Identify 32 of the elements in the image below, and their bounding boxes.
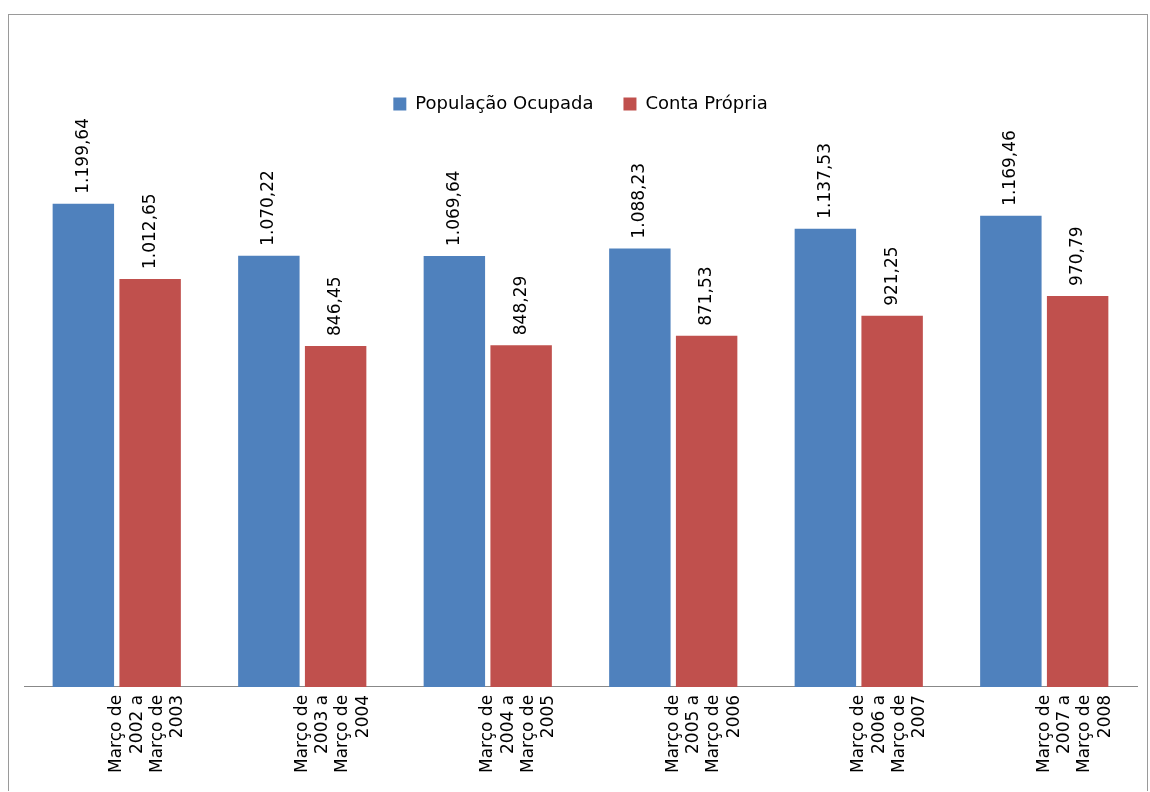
data-label: 921,25 [880, 246, 901, 306]
x-tick-label: Março de 2007 a Março de 2008 [1032, 694, 1114, 774]
data-label: 1.169,46 [999, 130, 1020, 206]
x-tick-label: Março de 2005 a Março de 2006 [661, 694, 743, 774]
bar [490, 345, 552, 687]
bar [304, 345, 367, 687]
x-tick-label: Março de 2004 a Março de 2005 [476, 694, 558, 774]
data-label: 871,53 [695, 266, 716, 326]
x-tick-label: Março de 2002 a Março de 2003 [105, 694, 187, 774]
data-label: 970,79 [1066, 226, 1087, 286]
bar [794, 228, 857, 687]
data-label: 1.137,53 [813, 143, 834, 219]
legend-label: Conta Própria [645, 91, 768, 113]
data-label: 846,45 [324, 276, 345, 336]
bar [675, 335, 738, 687]
legend-label: População Ocupada [415, 91, 594, 113]
data-label: 1.012,65 [138, 193, 159, 270]
bar [861, 315, 923, 687]
bar [1046, 295, 1109, 687]
bar [52, 203, 115, 687]
data-label: 1.199,64 [71, 118, 92, 194]
bar [423, 256, 486, 687]
data-label: 1.069,64 [442, 170, 463, 247]
data-label: 1.070,22 [257, 170, 278, 246]
data-label: 848,29 [509, 275, 530, 336]
bar [609, 248, 671, 687]
bar [119, 279, 181, 687]
bar [238, 255, 300, 687]
x-tick-label: Março de 2006 a Março de 2007 [847, 694, 929, 774]
bar [980, 215, 1042, 687]
x-tick-label: Março de 2003 a Março de 2004 [290, 694, 372, 774]
data-label: 1.088,23 [628, 162, 649, 239]
